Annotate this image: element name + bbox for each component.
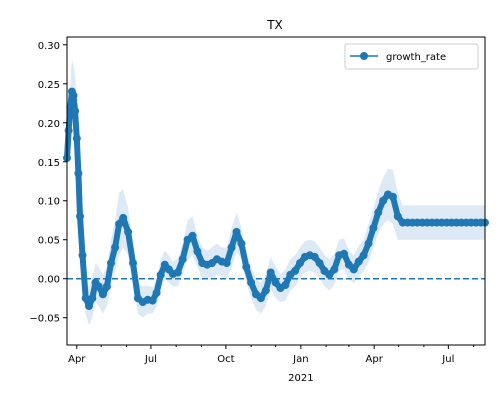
data-point-growth-rate bbox=[193, 247, 202, 256]
data-point-growth-rate bbox=[102, 282, 111, 291]
data-point-growth-rate bbox=[148, 296, 157, 305]
data-point-growth-rate bbox=[119, 213, 128, 222]
data-point-growth-rate bbox=[374, 208, 383, 217]
data-point-growth-rate bbox=[349, 265, 358, 274]
legend: growth_rate bbox=[344, 43, 479, 70]
legend-frame bbox=[344, 43, 479, 70]
data-point-growth-rate bbox=[227, 243, 236, 252]
y-tick-label: 0.20 bbox=[38, 119, 60, 130]
data-point-growth-rate bbox=[291, 266, 300, 275]
y-tick-label: −0.05 bbox=[29, 314, 60, 325]
data-point-growth-rate bbox=[379, 196, 388, 205]
x-tick-label: Jan bbox=[292, 354, 308, 365]
data-point-growth-rate bbox=[359, 251, 368, 260]
data-point-growth-rate bbox=[111, 243, 120, 252]
data-point-growth-rate bbox=[94, 282, 103, 291]
data-point-growth-rate bbox=[256, 294, 265, 303]
y-tick-label: 0.00 bbox=[38, 275, 60, 286]
data-point-growth-rate bbox=[152, 288, 161, 297]
data-point-growth-rate bbox=[247, 278, 256, 287]
x-year-label: 2021 bbox=[288, 373, 313, 384]
data-point-growth-rate bbox=[156, 270, 165, 279]
data-point-growth-rate bbox=[222, 259, 231, 268]
legend-label: growth_rate bbox=[386, 52, 446, 63]
data-point-growth-rate bbox=[364, 239, 373, 248]
y-tick-label: 0.30 bbox=[38, 41, 60, 52]
plot-frame bbox=[66, 36, 486, 346]
legend-point-marker bbox=[360, 52, 368, 60]
data-point-growth-rate bbox=[340, 249, 348, 258]
data-point-growth-rate bbox=[69, 91, 78, 100]
x-tick-label: Apr bbox=[68, 354, 86, 365]
data-point-growth-rate bbox=[178, 255, 187, 264]
chart-title: TX bbox=[266, 18, 283, 32]
data-point-growth-rate bbox=[369, 224, 378, 232]
y-tick-label: 0.05 bbox=[38, 236, 60, 247]
data-point-growth-rate bbox=[330, 265, 339, 274]
data-point-growth-rate bbox=[98, 290, 107, 299]
y-tick-label: 0.25 bbox=[38, 80, 60, 91]
axes: −0.05 0.00 0.05 0.10 0.15 0.20 0.25 0.30 Apr Jul O… bbox=[29, 36, 486, 384]
data-point-growth-rate bbox=[296, 259, 304, 268]
data-point-growth-rate bbox=[76, 212, 84, 221]
data-point-growth-rate bbox=[281, 281, 290, 289]
data-point-growth-rate bbox=[173, 268, 182, 277]
data-point-growth-rate bbox=[237, 239, 246, 248]
data-point-growth-rate bbox=[129, 259, 137, 268]
data-point-growth-rate bbox=[393, 212, 402, 221]
data-point-growth-rate bbox=[71, 107, 80, 116]
y-tick-label: 0.10 bbox=[38, 197, 60, 208]
x-tick-label: Jul bbox=[144, 354, 157, 365]
data-point-growth-rate bbox=[242, 263, 251, 271]
data-point-growth-rate bbox=[72, 134, 81, 143]
data-point-growth-rate bbox=[271, 278, 280, 287]
data-point-growth-rate bbox=[261, 286, 270, 295]
plot-area bbox=[63, 60, 489, 326]
data-point-growth-rate bbox=[354, 257, 363, 266]
x-tick-label: Oct bbox=[217, 354, 234, 365]
data-point-growth-rate bbox=[232, 227, 241, 236]
x-tick-label: Jul bbox=[441, 354, 454, 365]
data-point-growth-rate bbox=[188, 231, 197, 240]
data-point-growth-rate bbox=[315, 259, 324, 268]
confidence-band bbox=[67, 60, 485, 326]
data-point-growth-rate bbox=[88, 294, 97, 303]
data-point-growth-rate bbox=[115, 220, 124, 229]
x-tick-label: Apr bbox=[366, 354, 384, 365]
data-point-growth-rate bbox=[124, 227, 133, 236]
data-point-growth-rate bbox=[85, 302, 93, 310]
data-point-growth-rate bbox=[78, 251, 87, 260]
data-point-growth-rate bbox=[81, 294, 90, 303]
data-point-growth-rate bbox=[325, 270, 334, 279]
data-point-growth-rate bbox=[310, 252, 319, 261]
data-point-growth-rate bbox=[107, 259, 115, 268]
data-point-growth-rate bbox=[74, 169, 83, 178]
data-point-growth-rate bbox=[388, 192, 397, 201]
data-point-growth-rate bbox=[64, 126, 73, 135]
y-tick-label: 0.15 bbox=[38, 158, 60, 169]
data-point-growth-rate bbox=[266, 268, 275, 277]
